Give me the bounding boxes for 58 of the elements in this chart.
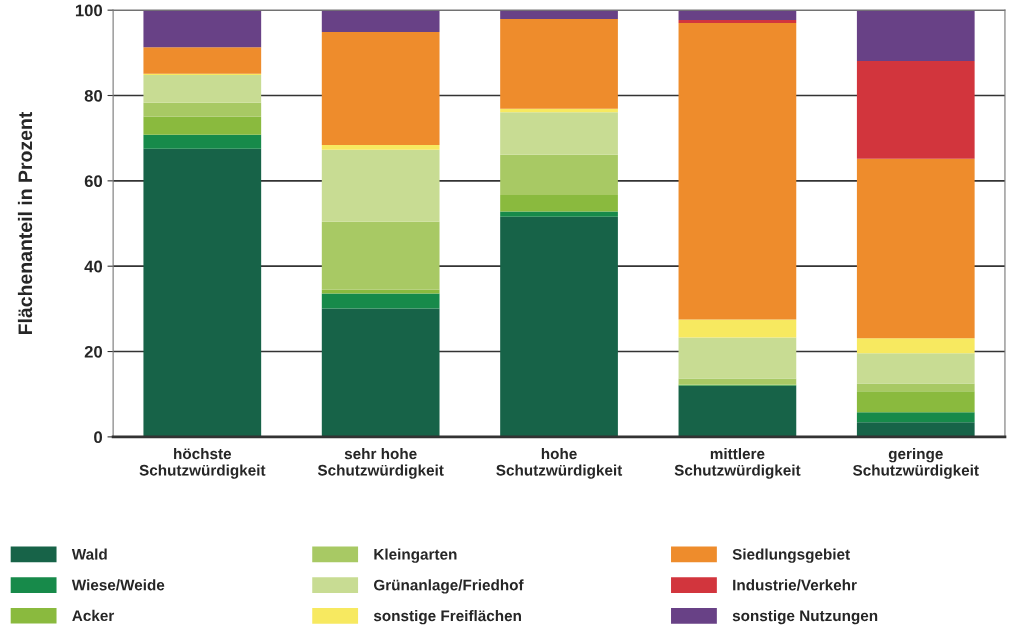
bar [143,102,262,117]
bar [500,19,618,109]
y-tick-label: 60 [84,175,103,188]
x-tick-label: hohe Schutzwürdigkeit [496,447,623,479]
legend-label: Wiese/Weide [71,579,165,591]
bar [856,422,975,437]
bar [678,319,797,338]
bar [856,391,975,413]
bar [856,10,975,61]
bar [500,211,618,217]
bar [856,383,975,392]
bar [143,116,262,135]
legend-label: Siedlungsgebiet [732,548,850,563]
bar [678,19,797,23]
bar [678,22,797,320]
bar [678,337,797,379]
bar [321,308,440,437]
bar [321,221,440,290]
bar [321,145,440,150]
bar [500,154,618,195]
bar [143,47,262,74]
bar [143,148,262,437]
y-tick-label: 0 [94,431,103,444]
bar [500,112,618,155]
y-tick-label: 80 [84,89,103,102]
legend-label: Kleingarten [374,548,457,563]
bar [856,353,975,384]
bar [678,10,797,20]
legend-label: Industrie/Verkehr [733,579,857,591]
legend-label: Grünanlage/Friedhof [373,579,524,594]
bar [678,378,797,385]
y-tick-label: 40 [84,260,103,273]
bar [143,134,262,149]
y-tick-label: 100 [75,4,103,17]
bar [500,194,618,212]
legend-label: Acker [72,609,115,622]
x-tick-label: mittlere Schutzwürdigkeit [674,447,801,479]
bar [856,60,975,159]
x-tick-label: geringe Schutzwürdigkeit [852,447,979,479]
bar [856,412,975,423]
bar [321,289,440,294]
x-tick-label: höchste Schutzwürdigkeit [139,447,266,479]
y-tick-label: 20 [84,345,103,358]
bar [678,386,797,437]
bar [856,338,975,354]
bar [321,293,440,309]
legend-label: sonstige Freiflächen [373,610,521,625]
bar [321,10,440,32]
bar [500,216,618,437]
bar [321,31,440,145]
bar [143,10,262,48]
x-tick-label: sehr hohe Schutzwürdigkeit [317,447,444,479]
bar [856,158,975,339]
y-axis-title: Flächenanteil in Prozent [17,111,33,335]
bar [143,75,262,103]
bar [321,149,440,222]
legend-label: Wald [71,548,107,560]
legend-label: sonstige Nutzungen [732,609,878,625]
